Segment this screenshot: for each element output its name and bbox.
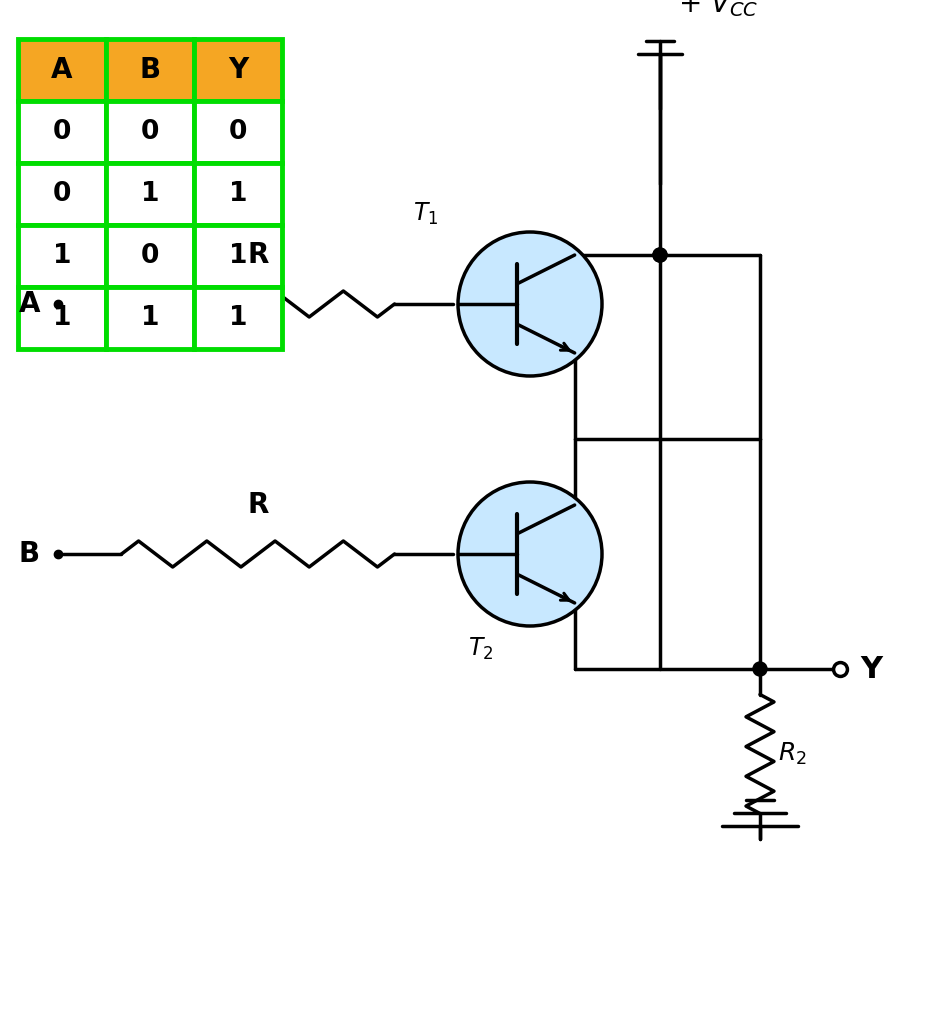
Bar <box>194 225 282 287</box>
Text: 1: 1 <box>141 181 159 207</box>
Text: $T_2$: $T_2$ <box>467 636 493 663</box>
Bar <box>194 163 282 225</box>
Text: 0: 0 <box>52 181 71 207</box>
Bar <box>18 225 106 287</box>
Text: Y: Y <box>228 56 248 84</box>
Bar <box>106 39 194 101</box>
Text: B: B <box>139 56 160 84</box>
Text: 1: 1 <box>228 243 247 269</box>
Bar <box>106 101 194 163</box>
Text: 0: 0 <box>141 119 159 145</box>
Bar <box>194 101 282 163</box>
Text: $T_1$: $T_1$ <box>412 201 438 227</box>
Circle shape <box>652 248 666 262</box>
Circle shape <box>458 482 602 626</box>
Text: A: A <box>18 290 40 318</box>
Text: 0: 0 <box>141 243 159 269</box>
Bar <box>18 163 106 225</box>
Bar <box>18 287 106 349</box>
Bar <box>106 163 194 225</box>
Text: A: A <box>51 56 72 84</box>
Bar <box>106 225 194 287</box>
Text: $R_2$: $R_2$ <box>777 741 806 767</box>
Text: R: R <box>248 490 268 519</box>
Bar <box>194 287 282 349</box>
Bar <box>18 39 106 101</box>
Text: 1: 1 <box>52 243 71 269</box>
Circle shape <box>752 662 766 676</box>
Bar <box>194 39 282 101</box>
Bar <box>18 101 106 163</box>
Bar <box>106 287 194 349</box>
Text: 1: 1 <box>141 305 159 331</box>
Text: 1: 1 <box>228 181 247 207</box>
Text: Y: Y <box>859 654 881 683</box>
Text: 1: 1 <box>52 305 71 331</box>
Text: B: B <box>19 540 40 568</box>
Text: $+\ V_{CC}$: $+\ V_{CC}$ <box>677 0 758 18</box>
Text: 0: 0 <box>52 119 71 145</box>
Text: R: R <box>248 241 268 269</box>
Text: 0: 0 <box>228 119 247 145</box>
Circle shape <box>458 232 602 376</box>
Text: 1: 1 <box>228 305 247 331</box>
Circle shape <box>652 248 666 262</box>
